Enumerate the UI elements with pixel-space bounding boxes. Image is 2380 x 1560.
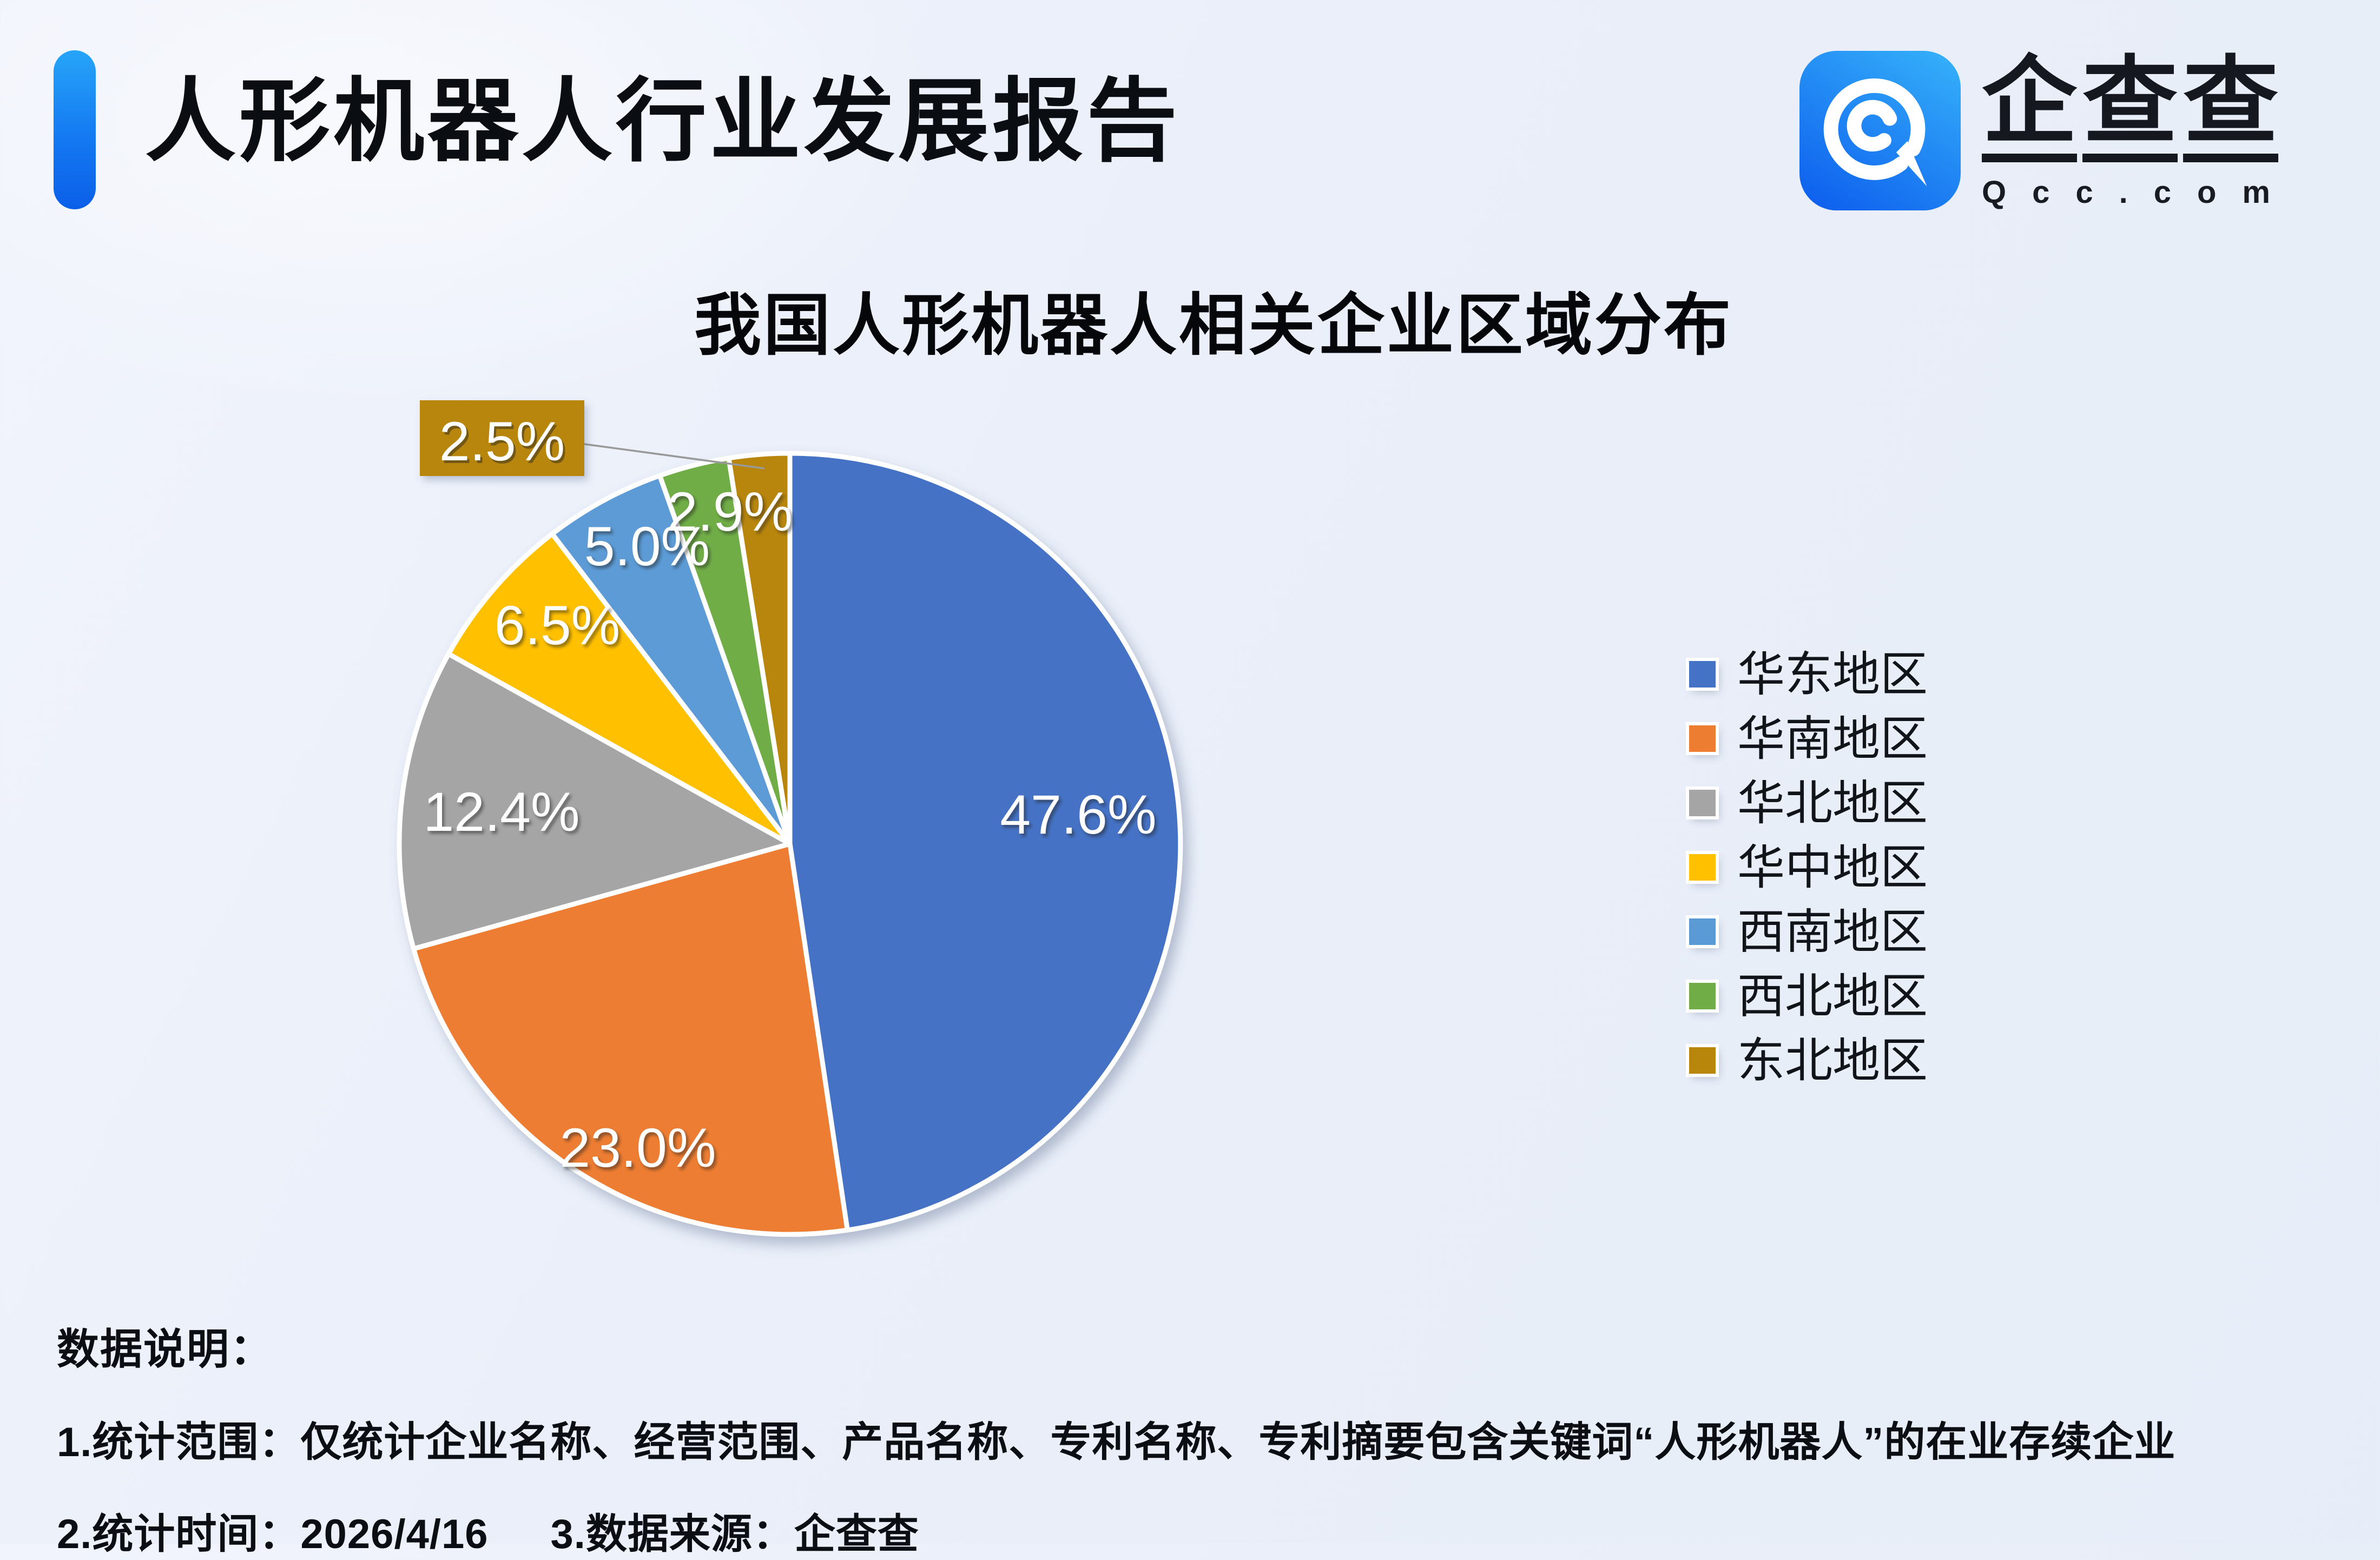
note-line-2: 2.统计时间：2026/4/16 3.数据来源：企查查 <box>57 1500 2175 1560</box>
qcc-logo-char: 企 <box>1982 54 2078 162</box>
pie-slice-华东地区 <box>787 451 1183 1233</box>
pie-labels: 47.6% 23.0% 12.4% 6.5% 5.0%2.9% <box>423 481 1156 1179</box>
pie-callout: 2.5%2.5% <box>420 400 765 476</box>
callout-box <box>420 400 584 476</box>
qcc-logo-char: 查 <box>2082 54 2178 162</box>
pie-slice-华南地区 <box>411 841 850 1237</box>
legend-swatch <box>1689 661 1716 688</box>
qcc-logo-name: 企查查 <box>1982 54 2296 162</box>
note-line-1: 1.统计范围：仅统计企业名称、经营范围、产品名称、专利名称、专利摘要包含关键词“… <box>57 1419 2176 1465</box>
pie-label-华中地区: 6.5% <box>497 597 623 659</box>
legend-item-华北地区: 华北地区 <box>1689 779 1928 827</box>
pie-label-华北地区: 12.4% <box>423 781 579 843</box>
legend-label: 西北地区 <box>1737 969 1928 1023</box>
legend-swatch <box>1689 918 1716 945</box>
qcc-logo-domain: Qcc.com <box>1982 175 2296 210</box>
pie-label-西北地区: 2.9% <box>667 481 793 543</box>
qcc-logo-char: 查 <box>2183 54 2279 162</box>
legend-swatch <box>1689 1047 1716 1074</box>
legend-item-东北地区: 东北地区 <box>1689 1036 1928 1084</box>
legend-item-西南地区: 西南地区 <box>1689 908 1928 955</box>
note-source: 3.数据来源：企查查 <box>550 1511 919 1557</box>
legend-item-西北地区: 西北地区 <box>1689 972 1928 1020</box>
legend-item-华南地区: 华南地区 <box>1689 715 1928 762</box>
legend-label: 华南地区 <box>1737 711 1928 765</box>
pie-label-西北地区: 2.9% <box>669 484 795 545</box>
title-accent-bar <box>54 50 96 209</box>
legend-swatch <box>1689 725 1716 752</box>
pie-label-华中地区: 6.5% <box>495 594 621 656</box>
legend-swatch <box>1689 790 1716 816</box>
pie-label-西南地区: 5.0% <box>584 515 710 577</box>
pie-label-华南地区: 23.0% <box>562 1120 718 1181</box>
pie-slice-华北地区 <box>397 651 793 951</box>
legend-item-华中地区: 华中地区 <box>1689 843 1928 891</box>
legend-label: 华中地区 <box>1737 840 1928 894</box>
legend-swatch <box>1689 983 1716 1009</box>
legend-swatch <box>1689 854 1716 881</box>
callout-leader-line <box>584 443 765 470</box>
pie-label-东北地区: 2.5% <box>439 411 565 472</box>
notes-heading: 数据说明： <box>57 1325 274 1373</box>
pie-slice-西南地区 <box>550 473 793 847</box>
pie-label-华东地区: 47.6% <box>1000 784 1156 845</box>
legend-item-华东地区: 华东地区 <box>1689 650 1928 698</box>
pie-label-华北地区: 12.4% <box>425 784 582 845</box>
legend-label: 东北地区 <box>1737 1033 1928 1087</box>
legend-label: 华东地区 <box>1737 647 1928 701</box>
note-time: 2.统计时间：2026/4/16 <box>57 1511 489 1557</box>
logo-q-tail <box>1896 141 1927 187</box>
chart-legend: 华东地区华南地区华北地区华中地区西南地区西北地区东北地区 <box>1689 650 1928 1112</box>
chart-title: 我国人形机器人相关企业区域分布 <box>694 288 1733 363</box>
pie-slices <box>397 451 1183 1237</box>
pie-slice-东北地区 <box>726 451 793 847</box>
data-notes: 数据说明： 1.统计范围：仅统计企业名称、经营范围、产品名称、专利名称、专利摘要… <box>57 1316 2175 1560</box>
qcc-logo-icon <box>1799 51 1961 211</box>
pie-label-华东地区: 47.6% <box>1002 786 1158 848</box>
pie-label-西南地区: 5.0% <box>586 518 713 580</box>
qcc-logo-text: 企查查 Qcc.com <box>1982 51 2296 210</box>
qcc-logo: 企查查 Qcc.com <box>1799 51 2296 212</box>
pie-label-华南地区: 23.0% <box>559 1117 716 1179</box>
legend-label: 华北地区 <box>1737 776 1928 830</box>
legend-label: 西南地区 <box>1737 904 1928 959</box>
pie-label-shadows: 47.6% 23.0% 12.4% 6.5% 5.0%2.9% <box>425 484 1158 1181</box>
pie-slice-华中地区 <box>446 531 793 847</box>
page-title: 人形机器人行业发展报告 <box>145 70 1181 172</box>
pie-label-东北地区: 2.5% <box>441 413 568 475</box>
